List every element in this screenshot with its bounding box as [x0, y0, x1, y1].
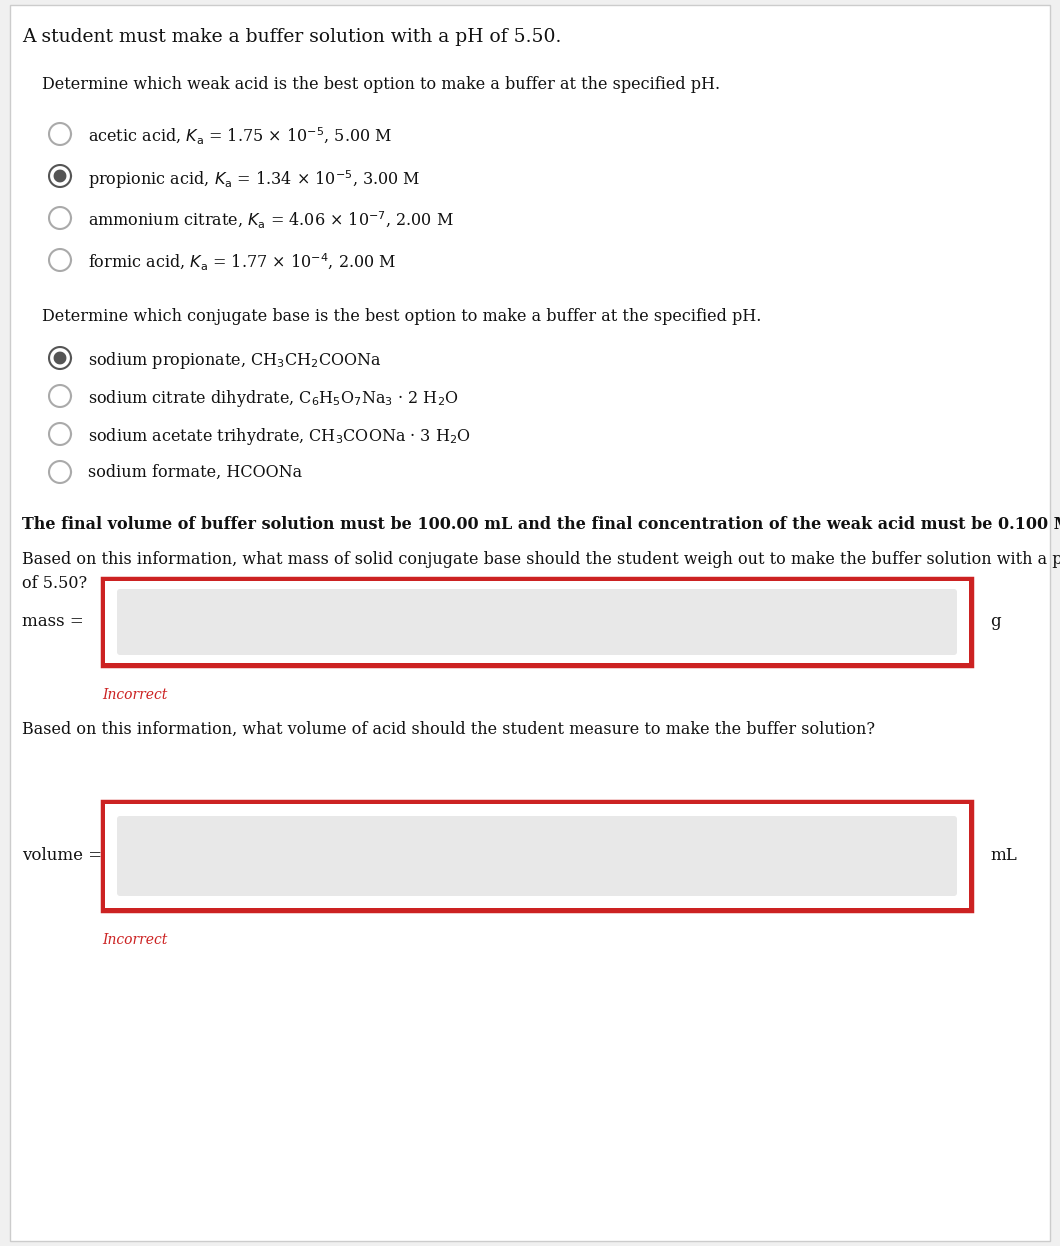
- Text: sodium citrate dihydrate, C$_6$H$_5$O$_7$Na$_3$ · 2 H$_2$O: sodium citrate dihydrate, C$_6$H$_5$O$_7…: [88, 388, 459, 409]
- Text: mass =: mass =: [22, 613, 84, 630]
- Text: Incorrect: Incorrect: [102, 933, 167, 947]
- FancyBboxPatch shape: [102, 801, 972, 911]
- Text: Incorrect: Incorrect: [102, 688, 167, 701]
- Polygon shape: [54, 353, 66, 364]
- Text: mL: mL: [990, 847, 1017, 865]
- FancyBboxPatch shape: [10, 5, 1050, 1241]
- FancyBboxPatch shape: [102, 578, 972, 667]
- Text: Based on this information, what volume of acid should the student measure to mak: Based on this information, what volume o…: [22, 721, 874, 738]
- Text: The final volume of buffer solution must be 100.00 mL and the final concentratio: The final volume of buffer solution must…: [22, 516, 1060, 533]
- Text: Based on this information, what mass of solid conjugate base should the student : Based on this information, what mass of …: [22, 551, 1060, 592]
- Text: Determine which conjugate base is the best option to make a buffer at the specif: Determine which conjugate base is the be…: [42, 308, 761, 325]
- Text: propionic acid, $K_\mathrm{a}$ = 1.34 × 10$^{-5}$, 3.00 M: propionic acid, $K_\mathrm{a}$ = 1.34 × …: [88, 168, 421, 191]
- FancyBboxPatch shape: [105, 581, 969, 663]
- Text: volume =: volume =: [22, 847, 102, 865]
- FancyBboxPatch shape: [117, 589, 957, 655]
- Text: Determine which weak acid is the best option to make a buffer at the specified p: Determine which weak acid is the best op…: [42, 76, 720, 93]
- Text: sodium acetate trihydrate, CH$_3$COONa · 3 H$_2$O: sodium acetate trihydrate, CH$_3$COONa ·…: [88, 426, 471, 447]
- Text: formic acid, $K_\mathrm{a}$ = 1.77 × 10$^{-4}$, 2.00 M: formic acid, $K_\mathrm{a}$ = 1.77 × 10$…: [88, 252, 396, 273]
- Text: sodium formate, HCOONa: sodium formate, HCOONa: [88, 464, 302, 481]
- Text: g: g: [990, 613, 1001, 630]
- Text: acetic acid, $K_\mathrm{a}$ = 1.75 × 10$^{-5}$, 5.00 M: acetic acid, $K_\mathrm{a}$ = 1.75 × 10$…: [88, 126, 392, 147]
- FancyBboxPatch shape: [105, 804, 969, 908]
- Text: ammonium citrate, $K_\mathrm{a}$ = 4.06 × 10$^{-7}$, 2.00 M: ammonium citrate, $K_\mathrm{a}$ = 4.06 …: [88, 211, 454, 231]
- Text: sodium propionate, CH$_3$CH$_2$COONa: sodium propionate, CH$_3$CH$_2$COONa: [88, 350, 382, 371]
- Polygon shape: [54, 171, 66, 182]
- Text: A student must make a buffer solution with a pH of 5.50.: A student must make a buffer solution wi…: [22, 27, 562, 46]
- FancyBboxPatch shape: [117, 816, 957, 896]
